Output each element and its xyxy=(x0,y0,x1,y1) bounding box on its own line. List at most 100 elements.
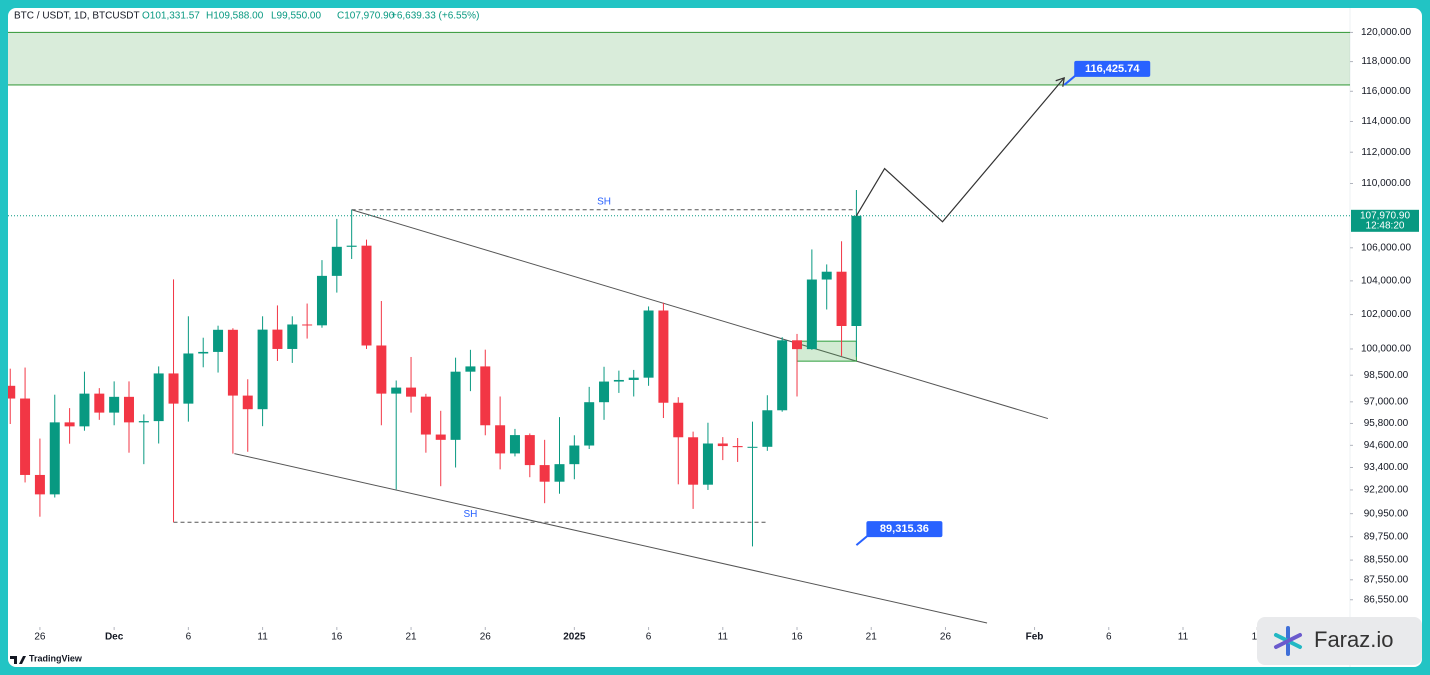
y-tick-label: 102,000.00 xyxy=(1361,309,1411,320)
candle-body xyxy=(747,446,758,448)
candle-body xyxy=(272,329,283,349)
open-readout: O101,331.57 xyxy=(142,11,200,22)
target-box xyxy=(866,521,943,538)
y-tick-label: 118,000.00 xyxy=(1361,56,1411,67)
candle-body xyxy=(480,366,491,426)
y-tick-label: 110,000.00 xyxy=(1361,178,1411,189)
low-readout: L99,550.00 xyxy=(271,11,321,22)
y-tick-label: 106,000.00 xyxy=(1361,242,1411,253)
candle-body xyxy=(717,443,728,447)
watermark: Faraz.io xyxy=(1257,617,1422,665)
zone xyxy=(8,32,1350,85)
candle-body xyxy=(331,246,342,276)
branding-text: TradingView xyxy=(29,653,83,663)
candle-body xyxy=(836,271,847,326)
target-box xyxy=(1074,60,1151,77)
candle-body xyxy=(94,393,105,413)
swing-label: SH xyxy=(597,196,611,207)
candle-body xyxy=(287,324,298,349)
candle-body xyxy=(851,215,862,326)
y-tick-label: 95,800.00 xyxy=(1364,418,1409,429)
candle-body xyxy=(539,465,550,482)
candle-body xyxy=(821,271,832,280)
y-tick-label: 87,550.00 xyxy=(1364,574,1409,585)
candle-body xyxy=(435,434,446,440)
candle-body xyxy=(584,402,595,446)
candle-body xyxy=(599,381,610,403)
candle-body xyxy=(213,329,224,352)
y-tick-label: 120,000.00 xyxy=(1361,27,1411,38)
x-tick-label: Feb xyxy=(1026,632,1044,643)
target-label: 116,425.74 xyxy=(1085,63,1140,75)
branding: TradingView xyxy=(10,653,83,664)
target-pointer xyxy=(855,534,870,546)
y-tick-label: 116,000.00 xyxy=(1361,86,1411,97)
trendline xyxy=(234,453,988,624)
candle-body xyxy=(20,398,31,475)
x-tick-label: 16 xyxy=(791,632,803,643)
candle-body xyxy=(658,310,669,403)
last-price-label: 107,970.90 xyxy=(1360,210,1410,221)
x-tick-label: 21 xyxy=(866,632,878,643)
candle-body xyxy=(64,422,75,427)
watermark-icon xyxy=(1274,626,1302,656)
x-tick-label: 6 xyxy=(186,632,192,643)
panel xyxy=(8,8,1422,667)
candle-body xyxy=(79,393,90,427)
target-pointer xyxy=(1063,74,1077,86)
y-tick-label: 114,000.00 xyxy=(1361,116,1411,127)
candle-body xyxy=(673,402,684,438)
candle-body xyxy=(34,474,45,495)
close-readout: C107,970.90 xyxy=(337,11,395,22)
candle-body xyxy=(732,446,743,448)
candle-body xyxy=(777,340,788,411)
x-tick-label: 26 xyxy=(34,632,46,643)
candle-body xyxy=(198,351,209,354)
candle-body xyxy=(227,329,238,396)
projection xyxy=(855,77,1065,223)
y-tick-label: 92,200.00 xyxy=(1364,485,1409,496)
candle-body xyxy=(509,435,520,454)
x-tick-label: 21 xyxy=(405,632,417,643)
y-tick-label: 86,550.00 xyxy=(1364,594,1409,605)
candle-body xyxy=(554,464,565,482)
candle-body xyxy=(406,387,417,397)
candle-body xyxy=(376,345,387,394)
x-tick-label: 11 xyxy=(257,632,268,643)
y-tick-label: 93,400.00 xyxy=(1364,462,1409,473)
candle-body xyxy=(302,324,313,326)
candle-body xyxy=(762,410,773,447)
x-tick-label: 26 xyxy=(940,632,952,643)
candle-body xyxy=(123,396,134,423)
high-readout: H109,588.00 xyxy=(206,11,264,22)
candle-body xyxy=(8,385,16,399)
candle-body xyxy=(792,340,803,350)
y-tick-label: 90,950.00 xyxy=(1364,508,1409,519)
x-tick-label: 26 xyxy=(480,632,492,643)
candle-body xyxy=(346,245,357,247)
candle-body xyxy=(643,310,654,378)
candle-body xyxy=(168,373,179,404)
candle-body xyxy=(49,422,60,495)
y-tick-label: 104,000.00 xyxy=(1361,276,1411,287)
candle-body xyxy=(495,425,506,454)
y-tick-label: 98,500.00 xyxy=(1364,370,1409,381)
candle-body xyxy=(420,396,431,435)
y-tick-label: 94,600.00 xyxy=(1364,440,1409,451)
last-price-box xyxy=(1351,209,1419,232)
candle-body xyxy=(316,275,327,326)
x-tick-label: 6 xyxy=(646,632,652,643)
x-tick-label: 11 xyxy=(1178,632,1189,643)
y-tick-label: 112,000.00 xyxy=(1361,147,1411,158)
x-tick-label: 16 xyxy=(331,632,343,643)
candle-body xyxy=(569,445,580,465)
tv-logo xyxy=(10,656,26,664)
candle-body xyxy=(465,366,476,372)
change-readout: +6,639.33 (+6.55%) xyxy=(391,11,479,22)
y-tick-label: 88,550.00 xyxy=(1364,555,1409,566)
countdown: 12:48:20 xyxy=(1366,220,1405,231)
candle-body xyxy=(806,279,817,350)
candle-body xyxy=(242,395,253,410)
